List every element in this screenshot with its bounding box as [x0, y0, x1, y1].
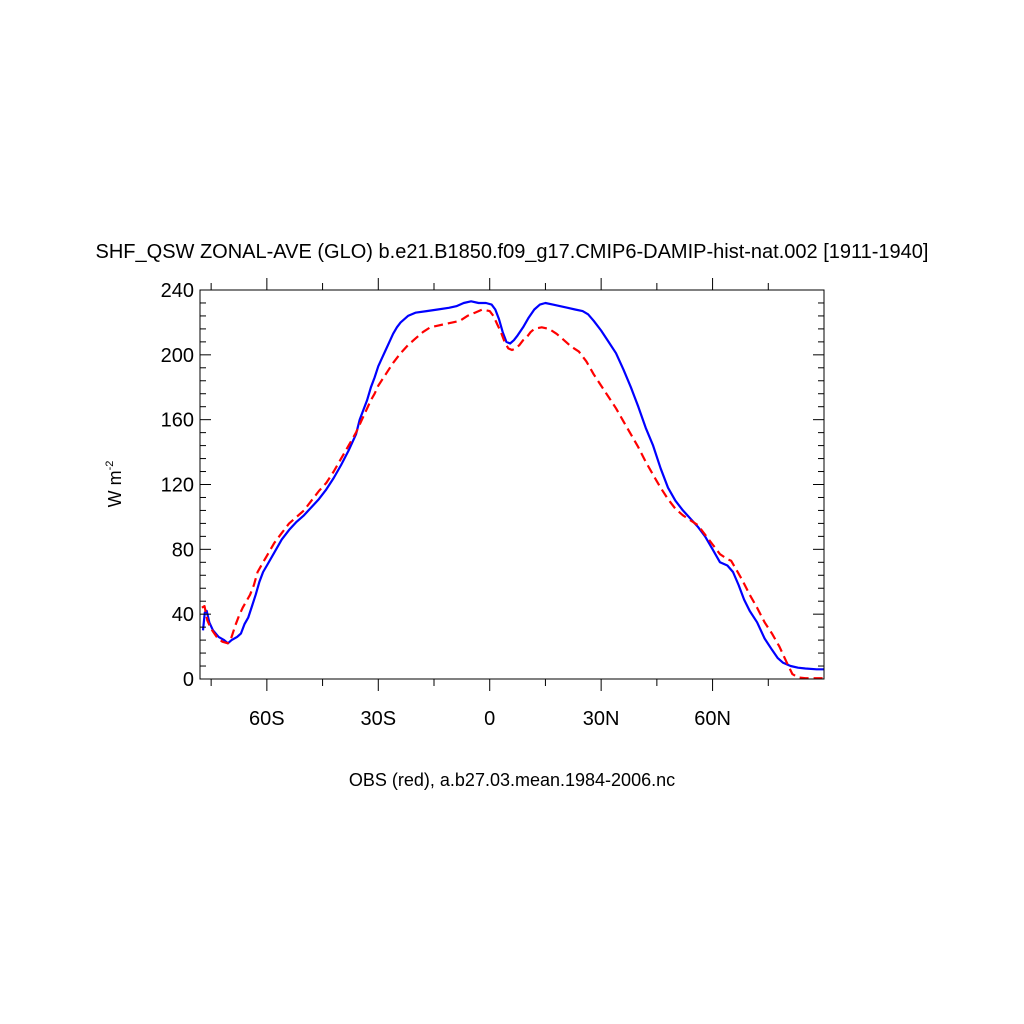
series-line-red: [201, 308, 824, 680]
y-tick-label: 200: [161, 345, 194, 367]
y-tick-label: 240: [161, 280, 194, 302]
plot-frame: [199, 289, 825, 680]
chart-title: SHF_QSW ZONAL-AVE (GLO) b.e21.B1850.f09_…: [96, 241, 929, 263]
x-tick-label: 0: [484, 708, 495, 730]
series-layer: [201, 300, 824, 680]
y-tick-label: 40: [172, 604, 194, 626]
series-line-blue: [201, 300, 824, 671]
x-tick-label: 60S: [249, 708, 285, 730]
y-tick-label: 160: [161, 410, 194, 432]
y-tick-label: 120: [161, 475, 194, 497]
y-axis-label: W m-2: [104, 461, 125, 508]
x-tick-label: 30N: [583, 708, 620, 730]
y-axis-label-exponent: -2: [104, 461, 116, 471]
x-tick-label: 30S: [360, 708, 396, 730]
x-tick-label: 60N: [694, 708, 731, 730]
ticks-layer: 0 40 80 120 160 200 240 60S 30S 0 30N 60N: [161, 278, 824, 730]
y-tick-label: 0: [183, 669, 194, 691]
x-axis-label: OBS (red), a.b27.03.mean.1984-2006.nc: [349, 770, 675, 790]
y-axis-label-unit: W m: [105, 470, 125, 507]
y-tick-label: 80: [172, 539, 194, 561]
